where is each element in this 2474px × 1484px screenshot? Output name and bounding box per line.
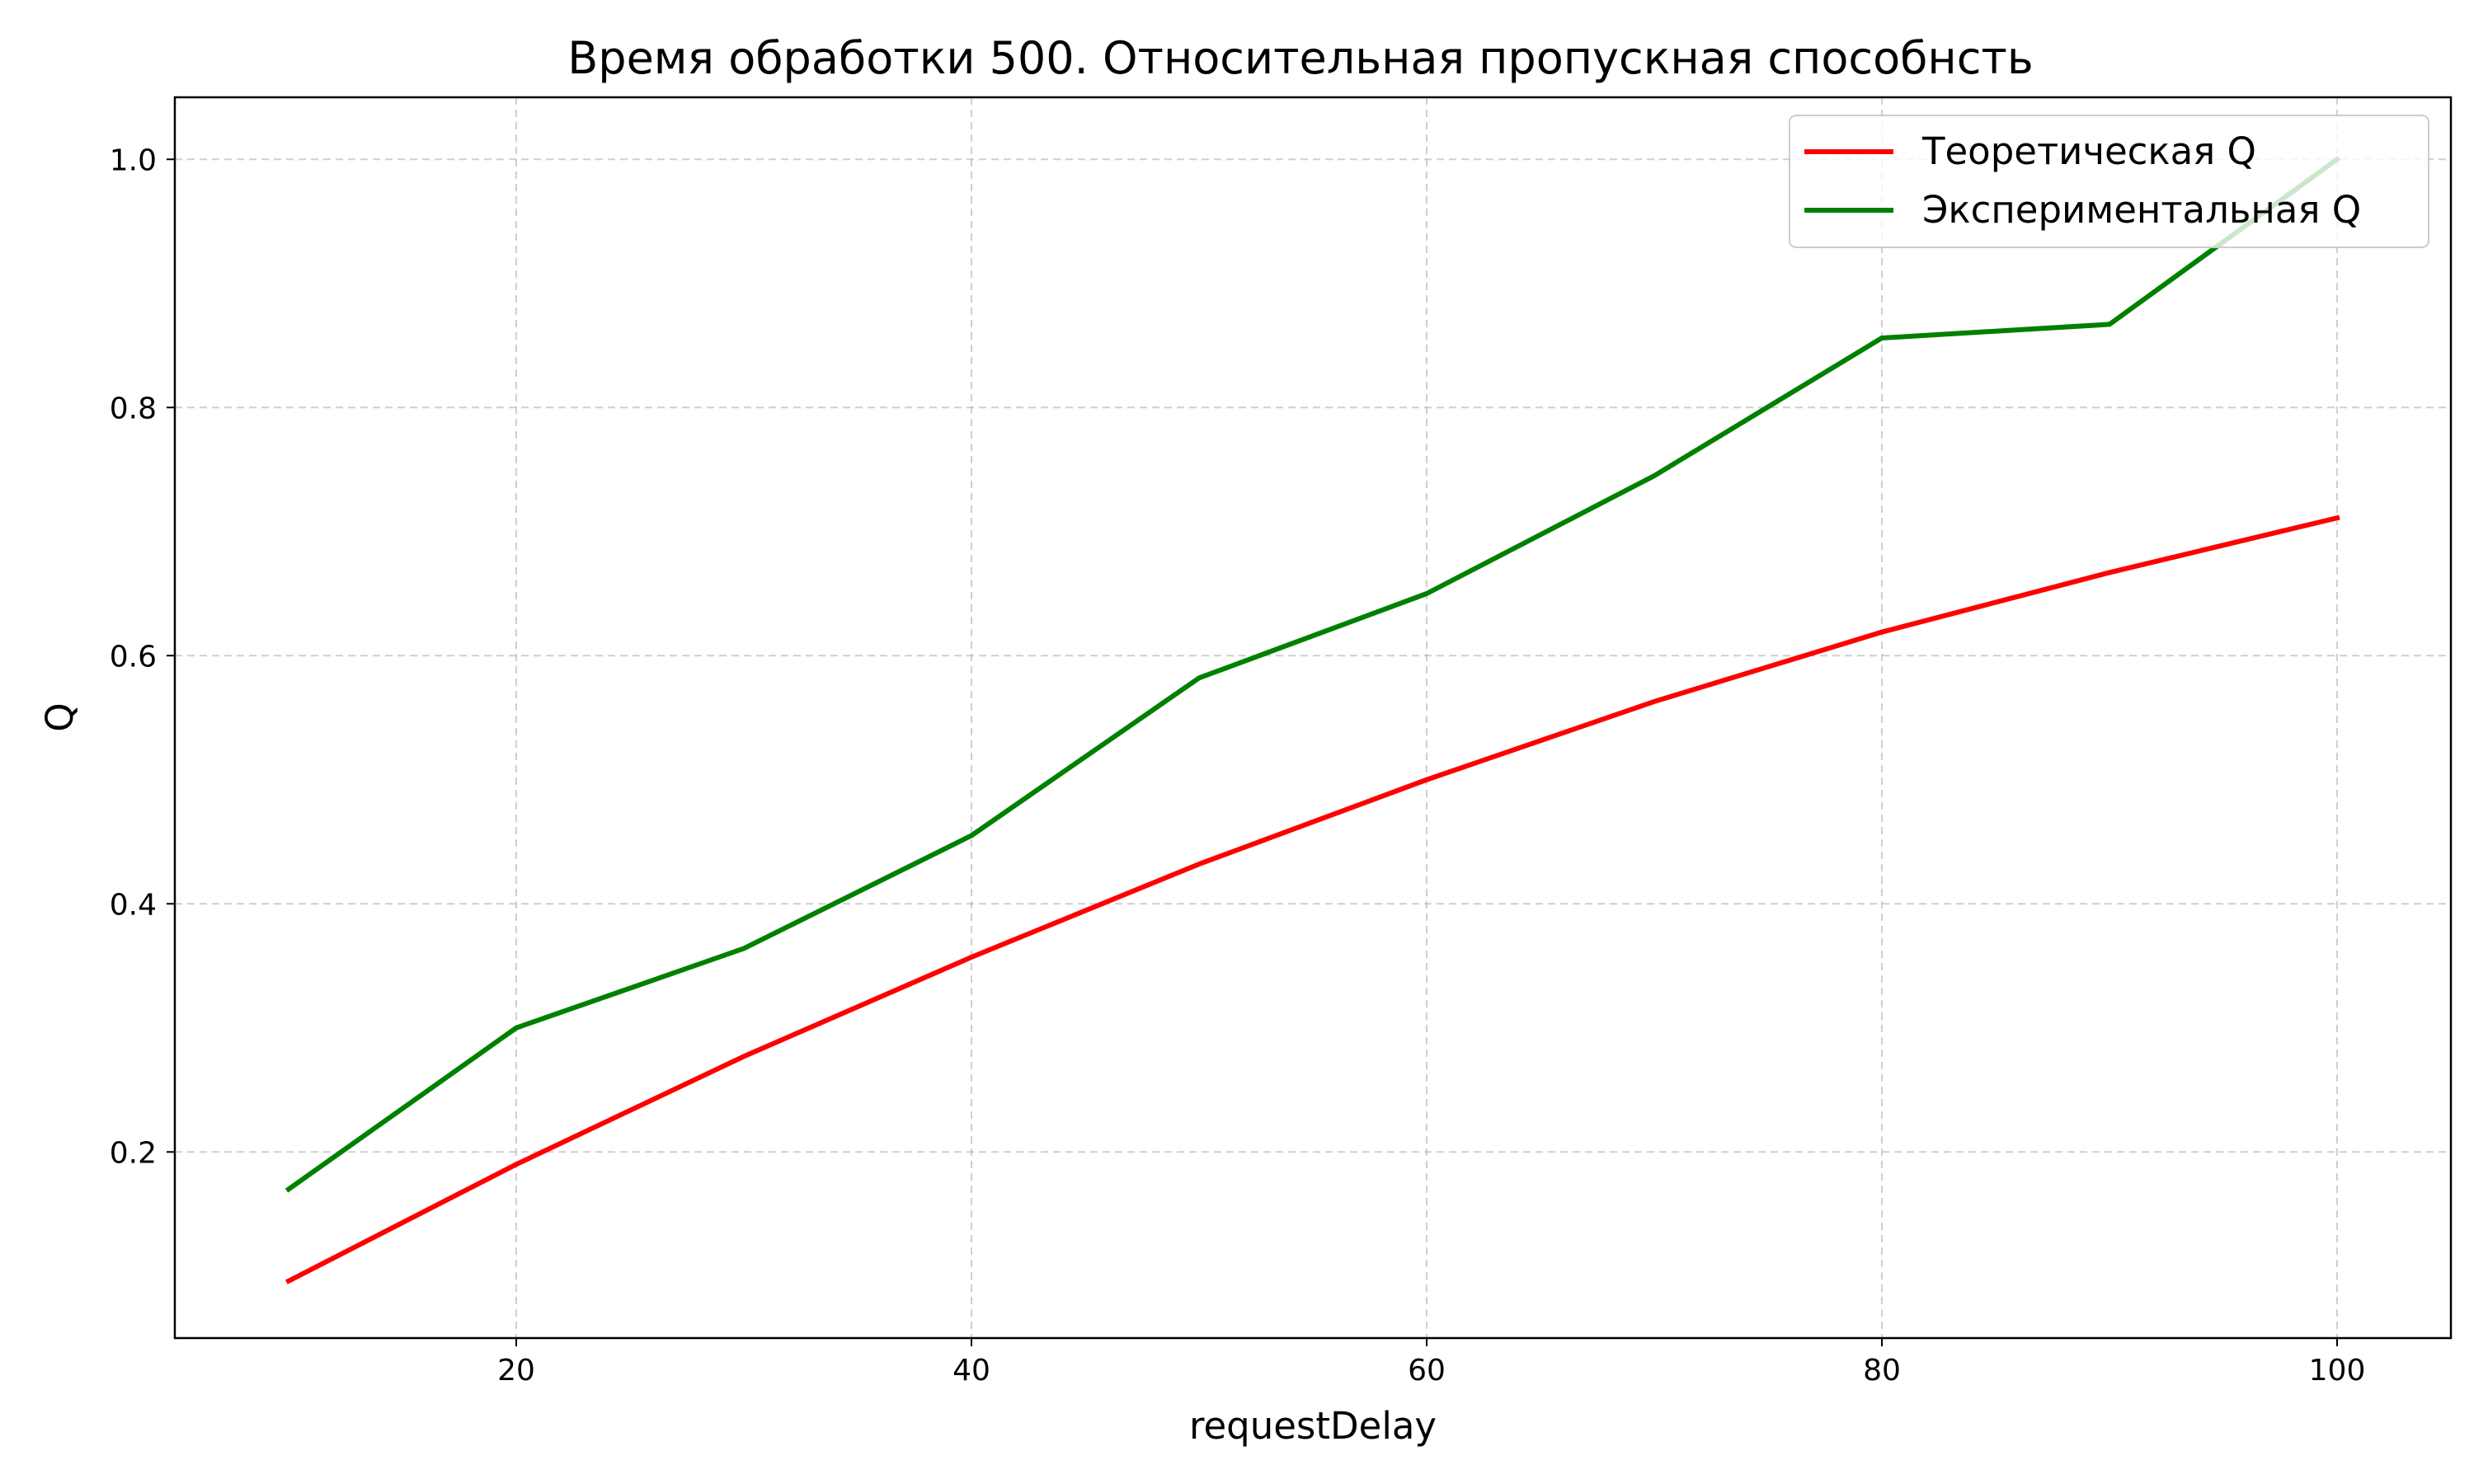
chart-title: Время обработки 500. Относительная пропу… <box>567 32 2033 84</box>
x-tick-label: 100 <box>2309 1354 2366 1388</box>
plot-frame <box>173 96 2453 1340</box>
x-tick-label: 60 <box>1408 1354 1446 1388</box>
y-tick-label: 0.8 <box>110 392 157 425</box>
series-lines <box>285 156 2341 1284</box>
y-tick-label: 1.0 <box>110 143 157 177</box>
y-tick-label: 0.6 <box>110 640 157 674</box>
x-axis-label: requestDelay <box>1189 1404 1437 1448</box>
x-tick-label: 40 <box>952 1354 990 1388</box>
legend-label-theoretical: Теоретическая Q <box>1921 129 2256 173</box>
legend: Теоретическая Q Экспериментальная Q <box>1789 115 2429 248</box>
series-points <box>288 159 2338 1281</box>
x-tick-label: 80 <box>1863 1354 1901 1388</box>
y-tick-label: 0.2 <box>110 1136 157 1170</box>
experimental-q-line <box>285 156 2341 1193</box>
y-axis-label: Q <box>38 702 82 731</box>
grid-lines <box>175 97 2451 1338</box>
axes: 20 40 60 80 100 0.2 0.4 0.6 0.8 1.0 <box>110 143 2366 1388</box>
y-tick-label: 0.4 <box>110 888 157 922</box>
legend-box <box>1789 115 2429 248</box>
x-tick-label: 20 <box>497 1354 535 1388</box>
legend-label-experimental: Экспериментальная Q <box>1922 188 2361 232</box>
theoretical-q-line <box>285 514 2340 1284</box>
